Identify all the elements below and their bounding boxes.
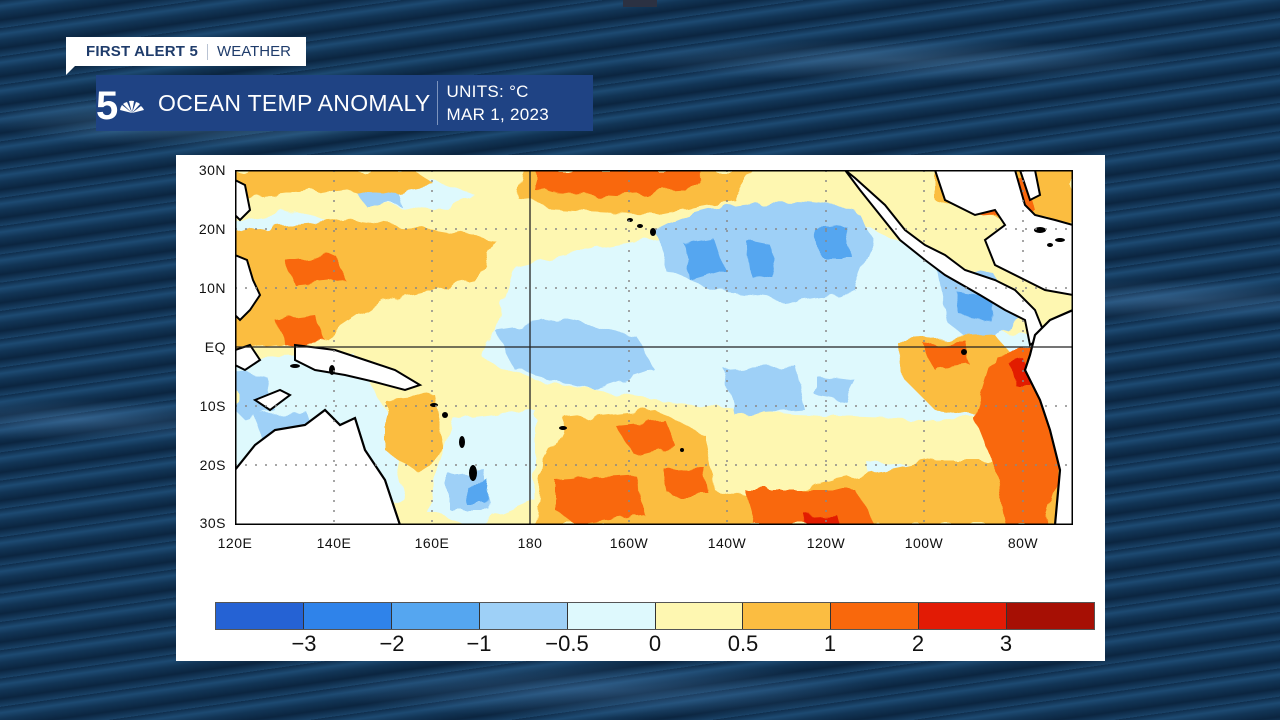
lon-label-140w: 140W xyxy=(707,535,747,551)
scale-label: 0 xyxy=(648,631,662,656)
color-swatch xyxy=(567,603,656,629)
nbc-5-logo-icon: 5 xyxy=(96,81,150,128)
station-name: FIRST ALERT 5 xyxy=(86,43,199,60)
date-label: MAR 1, 2023 xyxy=(446,105,550,124)
color-swatch xyxy=(743,603,832,629)
scale-label: −3 xyxy=(291,631,317,656)
scale-label: 3 xyxy=(999,631,1013,656)
lat-label-eq: EQ xyxy=(204,339,226,355)
lat-label-30s: 30S xyxy=(199,515,226,531)
scale-label: −0.5 xyxy=(545,631,589,656)
lon-label-160w: 160W xyxy=(609,535,649,551)
scale-label: −1 xyxy=(466,631,492,656)
title-divider xyxy=(436,81,438,125)
color-swatch xyxy=(479,603,568,629)
svg-text:5: 5 xyxy=(96,84,118,125)
color-swatch xyxy=(216,603,304,629)
station-brand-tag: FIRST ALERT 5 WEATHER xyxy=(66,37,306,75)
title-meta: UNITS: °C MAR 1, 2023 xyxy=(447,80,550,126)
lat-label-20s: 20S xyxy=(199,457,226,473)
map-panel: 30N 20N 10N EQ 10S 20S 30S xyxy=(176,155,1105,661)
page-title: OCEAN TEMP ANOMALY xyxy=(158,89,431,116)
lon-label-160e: 160E xyxy=(414,535,450,551)
color-swatch xyxy=(303,603,392,629)
color-swatch xyxy=(831,603,920,629)
scale-label: 1 xyxy=(823,631,837,656)
title-bar: 5 OCEAN TEMP ANOMALY UNITS: °C MAR 1, 20… xyxy=(96,75,593,131)
color-scale-bar xyxy=(215,602,1095,630)
lat-label-20n: 20N xyxy=(198,221,226,237)
sst-anomaly-map xyxy=(229,169,1075,527)
lat-label-10s: 10S xyxy=(199,398,226,414)
section-name: WEATHER xyxy=(217,43,291,60)
lat-label-30n: 30N xyxy=(198,162,226,178)
top-notch xyxy=(623,0,657,7)
lon-label-100w: 100W xyxy=(904,535,944,551)
lat-label-10n: 10N xyxy=(198,280,226,296)
lon-label-120w: 120W xyxy=(806,535,846,551)
units-label: UNITS: °C xyxy=(446,82,529,101)
scale-label: 0.5 xyxy=(727,631,759,656)
color-swatch xyxy=(1007,603,1095,629)
color-swatch xyxy=(919,603,1008,629)
lon-label-180: 180 xyxy=(517,535,543,551)
lon-label-140e: 140E xyxy=(316,535,352,551)
brand-divider xyxy=(207,43,209,60)
color-swatch xyxy=(655,603,744,629)
lon-label-80w: 80W xyxy=(1007,535,1039,551)
scale-label: 2 xyxy=(911,631,925,656)
scale-label: −2 xyxy=(379,631,405,656)
color-swatch xyxy=(391,603,480,629)
lon-label-120e: 120E xyxy=(217,535,253,551)
